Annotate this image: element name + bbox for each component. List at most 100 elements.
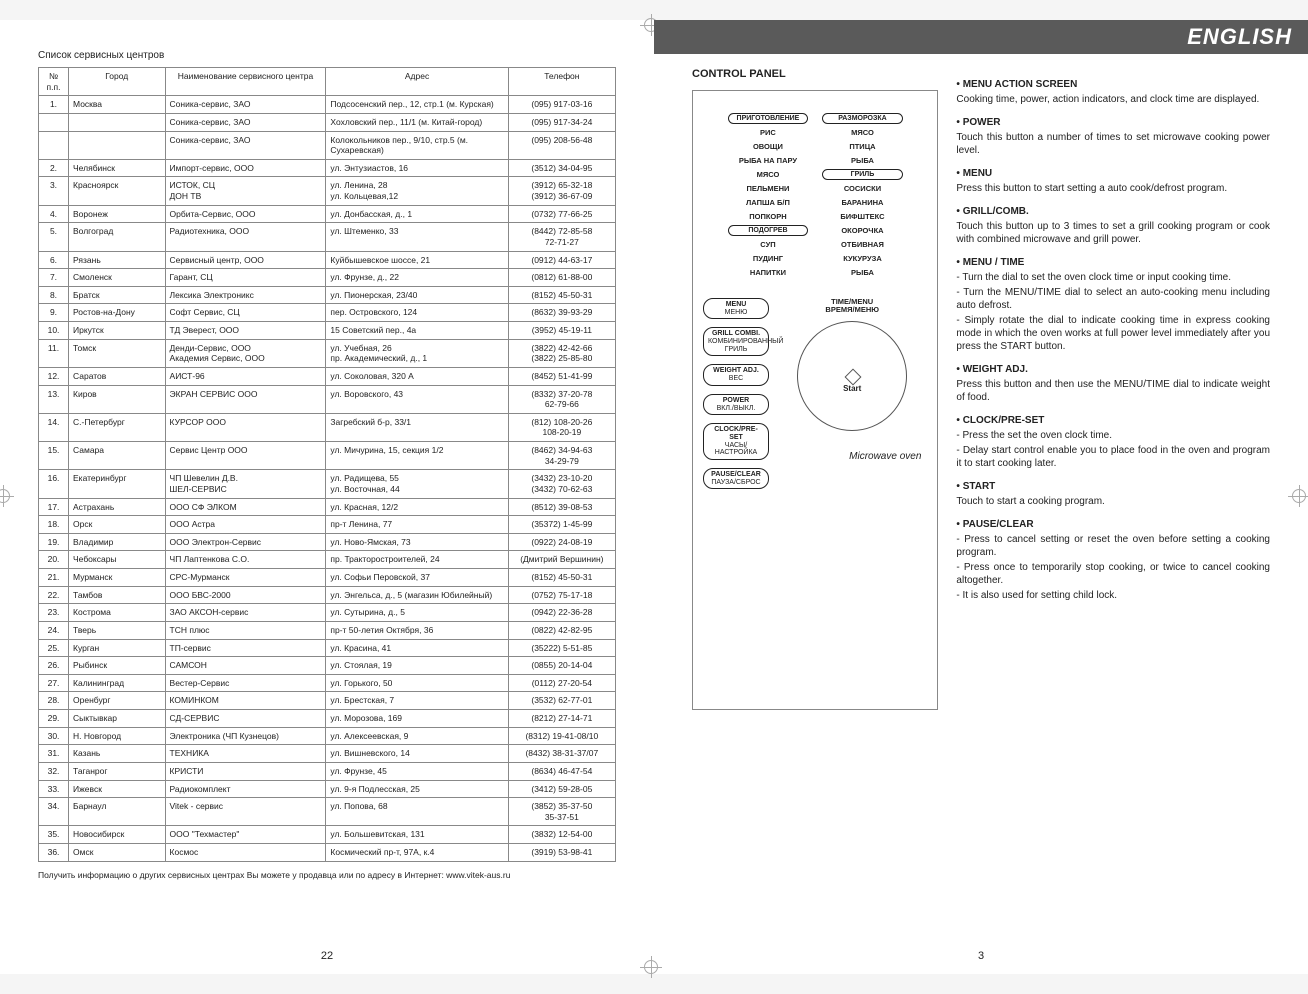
table-cell: Импорт-сервис, ООО [165,159,326,177]
table-cell [69,131,166,159]
table-cell: 12. [39,367,69,385]
description-heading: START [956,480,1270,493]
table-cell: ТЕХНИКА [165,745,326,763]
table-cell: ТП-сервис [165,639,326,657]
table-cell: Тамбов [69,586,166,604]
table-cell: (0732) 77-66-25 [508,205,615,223]
table-cell: Казань [69,745,166,763]
description-text: - Press to cancel setting or reset the o… [956,533,1270,559]
menu-item: ПУДИНГ [728,253,809,264]
table-row: Соника-сервис, ЗАОКолокольников пер., 9/… [39,131,616,159]
menu-item: РЫБА [822,267,903,278]
menu-item: БИФШТЕКС [822,211,903,222]
table-row: 31.КазаньТЕХНИКАул. Вишневского, 14(8432… [39,745,616,763]
table-cell: Космический пр-т, 97А, к.4 [326,844,508,862]
description-text: Cooking time, power, action indicators, … [956,93,1270,106]
table-cell: (3412) 59-28-05 [508,780,615,798]
table-cell: КУРСОР ООО [165,413,326,441]
table-cell: Саратов [69,367,166,385]
table-cell: 2. [39,159,69,177]
menu-item: ОВОЩИ [728,141,809,152]
table-cell: (0112) 27-20-54 [508,674,615,692]
table-cell: ул. Морозова, 169 [326,710,508,728]
table-cell: Томск [69,339,166,367]
table-cell: (095) 208-56-48 [508,131,615,159]
page-number-right: 3 [654,950,1308,962]
table-row: 24.ТверьТСН плюспр-т 50-летия Октября, 3… [39,621,616,639]
table-cell: Сервис Центр ООО [165,442,326,470]
table-cell: Vitek - сервис [165,798,326,826]
table-cell: 20. [39,551,69,569]
table-cell: Рыбинск [69,657,166,675]
table-cell: 29. [39,710,69,728]
table-row: 34.БарнаулVitek - сервисул. Попова, 68(3… [39,798,616,826]
panel-button: GRILL COMBI.КОМБИНИРОВАННЫЙГРИЛЬ [703,327,769,356]
table-cell: Новосибирск [69,826,166,844]
table-cell: (3822) 42-42-66(3822) 25-85-80 [508,339,615,367]
table-cell: ООО Электрон-Сервис [165,533,326,551]
table-row: 10.ИркутскТД Эверест, ООО15 Советский пе… [39,322,616,340]
table-cell: (3532) 62-77-01 [508,692,615,710]
table-cell: (8332) 37-20-7862-79-66 [508,385,615,413]
table-cell: Омск [69,844,166,862]
table-cell: (3832) 12-54-00 [508,826,615,844]
table-cell: (35372) 1-45-99 [508,516,615,534]
table-cell: (3912) 65-32-18(3912) 36-67-09 [508,177,615,205]
table-cell: Таганрог [69,762,166,780]
table-row: 14.С.-ПетербургКУРСОР ОООЗагребский б-р,… [39,413,616,441]
panel-button: MENUМЕНЮ [703,298,769,319]
table-cell: пер. Островского, 124 [326,304,508,322]
table-cell: (0942) 22-36-28 [508,604,615,622]
table-cell: Электроника (ЧП Кузнецов) [165,727,326,745]
table-cell: Калининград [69,674,166,692]
table-cell: Мурманск [69,569,166,587]
language-bar: ENGLISH [654,20,1308,54]
table-cell: Тверь [69,621,166,639]
table-cell: Владимир [69,533,166,551]
table-cell: ЧП Шевелин Д.В.ШЕЛ-СЕРВИС [165,470,326,498]
table-cell: Лексика Электроникс [165,286,326,304]
table-row: 30.Н. НовгородЭлектроника (ЧП Кузнецов)у… [39,727,616,745]
table-row: 17.АстраханьООО СФ ЭЛКОМул. Красная, 12/… [39,498,616,516]
table-cell: (35222) 5-51-85 [508,639,615,657]
table-cell: Смоленск [69,269,166,287]
menu-item: БАРАНИНА [822,197,903,208]
table-cell: (8462) 34-94-6334-29-79 [508,442,615,470]
table-cell: Кострома [69,604,166,622]
table-cell: Воронеж [69,205,166,223]
table-cell: Орск [69,516,166,534]
footnote: Получить информацию о других сервисных ц… [38,870,616,880]
menu-item: ПОПКОРН [728,211,809,222]
table-cell: (095) 917-34-24 [508,113,615,131]
description-text: - Delay start control enable you to plac… [956,444,1270,470]
time-menu-label: TIME/MENUВРЕМЯ/МЕНЮ [825,298,879,315]
table-row: 5.ВолгоградРадиотехника, ОООул. Штеменко… [39,223,616,251]
table-cell: (0922) 24-08-19 [508,533,615,551]
table-cell: ООО БВС-2000 [165,586,326,604]
table-cell: Екатеринбург [69,470,166,498]
table-row: 7.СмоленскГарант, СЦул. Фрунзе, д., 22(0… [39,269,616,287]
table-header: № п.п. [39,68,69,96]
table-cell: (3919) 53-98-41 [508,844,615,862]
table-cell: пр-т 50-летия Октября, 36 [326,621,508,639]
description-text: - Turn the dial to set the oven clock ti… [956,271,1270,284]
table-cell: СРС-Мурманск [165,569,326,587]
control-panel-title: CONTROL PANEL [692,68,938,80]
table-row: 3.КрасноярскИСТОК, СЦДОН ТВул. Ленина, 2… [39,177,616,205]
table-cell: ул. Попова, 68 [326,798,508,826]
menu-item: МЯСО [822,127,903,138]
table-cell: Колокольников пер., 9/10, стр.5 (м. Суха… [326,131,508,159]
description-text: Touch this button a number of times to s… [956,131,1270,157]
menu-item: РИС [728,127,809,138]
table-cell: ул. Воровского, 43 [326,385,508,413]
description-heading: CLOCK/PRE-SET [956,414,1270,427]
table-cell: 9. [39,304,69,322]
menu-item: ГРИЛЬ [822,169,903,180]
table-cell: ул. Энтузиастов, 16 [326,159,508,177]
menu-item: НАПИТКИ [728,267,809,278]
table-cell: 4. [39,205,69,223]
table-row: 35.НовосибирскООО "Техмастер"ул. Большев… [39,826,616,844]
table-cell: Красноярск [69,177,166,205]
description-text: Press this button to start setting a aut… [956,182,1270,195]
table-row: 18.ОрскООО Астрапр-т Ленина, 77(35372) 1… [39,516,616,534]
